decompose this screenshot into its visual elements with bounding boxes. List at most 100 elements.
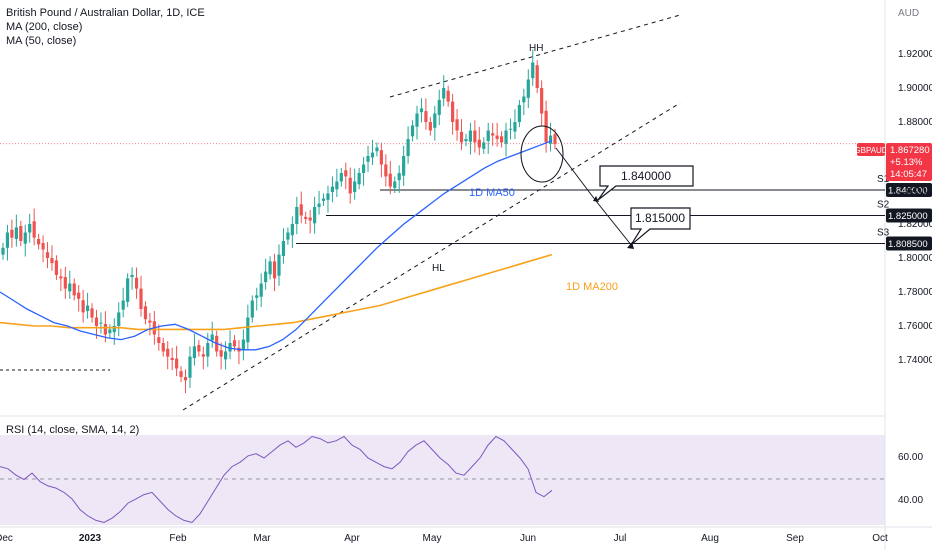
candle-body (259, 283, 263, 297)
candle-body (504, 130, 508, 144)
candle-body (299, 204, 303, 216)
candle-body (112, 326, 116, 333)
time-tick: Dec (0, 533, 13, 544)
candle-body (526, 79, 530, 98)
candle-body (406, 139, 410, 156)
candle-body (126, 278, 130, 302)
candle-body (246, 317, 250, 343)
ma200-chart-label: 1D MA200 (566, 281, 618, 293)
support-name-s3: S3 (877, 228, 890, 239)
ticker-badge: GBPAUD 1.867280 +5.13% 14:05:47 (854, 143, 932, 181)
candle-body (41, 243, 45, 250)
candle-body (384, 164, 388, 177)
candle-body (433, 113, 437, 128)
time-tick: Oct (872, 533, 888, 544)
hl-label: HL (432, 263, 445, 274)
rsi-legend: RSI (14, close, SMA, 14, 2) (6, 424, 140, 436)
candle-body (344, 170, 348, 177)
candle-body (108, 329, 112, 334)
candle-body (317, 203, 321, 207)
candle-body (499, 136, 504, 143)
candle-body (415, 113, 419, 127)
support-name-s2: S2 (877, 200, 890, 211)
candle-body (290, 224, 294, 236)
target2-label: 1.815000 (635, 211, 685, 225)
candle-body (531, 62, 535, 79)
candle-body (553, 134, 557, 145)
candle-body (99, 322, 103, 324)
ma200-line (0, 253, 553, 331)
currency-label: AUD (898, 8, 919, 19)
candles (1, 49, 557, 394)
candle-body (219, 350, 223, 357)
candle-body (357, 173, 361, 185)
candle-body (183, 377, 188, 381)
candle-body (517, 105, 521, 122)
price-tick: 1.800000 (898, 253, 932, 264)
candle-body (486, 130, 490, 142)
candle-body (379, 150, 383, 165)
candle-body (241, 339, 245, 351)
target1-label: 1.840000 (621, 169, 671, 183)
candle-body (37, 238, 41, 245)
ticker-countdown: 14:05:47 (890, 169, 927, 180)
rsi-tick-40: 40.00 (898, 495, 923, 506)
candle-body (375, 147, 379, 152)
candle-body (513, 122, 517, 132)
candle-body (170, 357, 174, 360)
candle-body (175, 358, 179, 369)
price-tick: 1.880000 (898, 117, 932, 128)
candle-body (353, 181, 357, 193)
candle-body (308, 217, 312, 221)
lower-channel-line (182, 102, 681, 411)
candle-body (442, 88, 446, 99)
candle-body (72, 283, 76, 296)
candle-body (206, 343, 210, 357)
candle-body (210, 334, 214, 341)
upper-channel-line (389, 14, 681, 98)
legend-ma200: MA (200, close) (6, 21, 83, 33)
candle-body (272, 261, 277, 279)
time-tick: Feb (169, 533, 187, 544)
candle-body (393, 181, 397, 188)
candle-body (508, 128, 513, 130)
candle-body (304, 216, 308, 219)
candle-body (157, 337, 161, 343)
candle-body (130, 275, 134, 278)
candle-body (264, 271, 268, 283)
candle-body (117, 312, 121, 326)
candle-body (419, 108, 424, 113)
rsi-line (0, 435, 553, 524)
candle-body (535, 65, 539, 88)
time-axis-ticks: Dec 2023 Feb Mar Apr May Jun Jul Aug Sep Oct (0, 533, 888, 544)
time-tick: Apr (344, 533, 360, 544)
support-price-label: 1.808500 (888, 239, 928, 250)
price-tick: 1.760000 (898, 321, 932, 332)
candle-body (59, 276, 63, 279)
candle-body (402, 156, 406, 176)
candle-body (361, 164, 366, 173)
ma50-line (0, 140, 553, 351)
candle-body (339, 173, 343, 182)
candle-body (348, 177, 352, 194)
support-name-s1: S1 (877, 174, 890, 185)
candle-body (370, 152, 375, 158)
support-price-badge (886, 236, 932, 251)
ticker-price: 1.867280 (890, 145, 930, 156)
price-tick: 1.920000 (898, 49, 932, 60)
candle-body (32, 221, 36, 238)
candle-body (437, 99, 441, 115)
time-tick: 2023 (79, 533, 102, 544)
candle-body (482, 142, 486, 149)
time-tick: Jul (614, 533, 627, 544)
candle-body (286, 232, 290, 240)
candle-body (250, 300, 254, 318)
candle-body (397, 173, 401, 181)
time-tick: Jun (520, 533, 536, 544)
candle-body (28, 224, 32, 233)
candle-body (522, 96, 526, 103)
candle-body (459, 131, 464, 143)
support-price-label: 1.840000 (888, 186, 928, 197)
